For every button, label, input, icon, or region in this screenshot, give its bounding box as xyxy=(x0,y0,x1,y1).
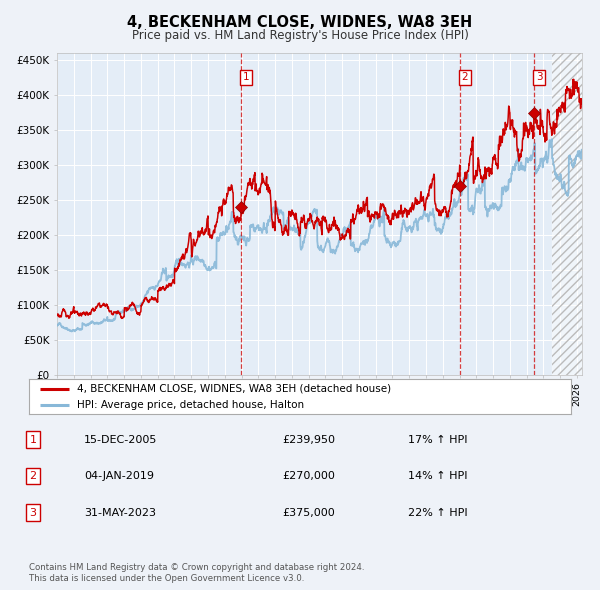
Text: 17% ↑ HPI: 17% ↑ HPI xyxy=(408,435,467,444)
Text: 15-DEC-2005: 15-DEC-2005 xyxy=(84,435,157,444)
Text: 1: 1 xyxy=(243,72,250,82)
Text: 3: 3 xyxy=(536,72,542,82)
Text: 4, BECKENHAM CLOSE, WIDNES, WA8 3EH (detached house): 4, BECKENHAM CLOSE, WIDNES, WA8 3EH (det… xyxy=(77,384,391,394)
Text: 4, BECKENHAM CLOSE, WIDNES, WA8 3EH: 4, BECKENHAM CLOSE, WIDNES, WA8 3EH xyxy=(127,15,473,30)
Text: 1: 1 xyxy=(29,435,37,444)
Text: 2: 2 xyxy=(29,471,37,481)
Text: 04-JAN-2019: 04-JAN-2019 xyxy=(84,471,154,481)
Text: 14% ↑ HPI: 14% ↑ HPI xyxy=(408,471,467,481)
Text: £270,000: £270,000 xyxy=(282,471,335,481)
Text: £239,950: £239,950 xyxy=(282,435,335,444)
Text: 22% ↑ HPI: 22% ↑ HPI xyxy=(408,508,467,517)
Text: 31-MAY-2023: 31-MAY-2023 xyxy=(84,508,156,517)
Text: Contains HM Land Registry data © Crown copyright and database right 2024.
This d: Contains HM Land Registry data © Crown c… xyxy=(29,563,364,583)
Text: £375,000: £375,000 xyxy=(282,508,335,517)
Text: 2: 2 xyxy=(462,72,469,82)
Text: 3: 3 xyxy=(29,508,37,517)
Text: Price paid vs. HM Land Registry's House Price Index (HPI): Price paid vs. HM Land Registry's House … xyxy=(131,30,469,42)
Text: HPI: Average price, detached house, Halton: HPI: Average price, detached house, Halt… xyxy=(77,401,304,410)
